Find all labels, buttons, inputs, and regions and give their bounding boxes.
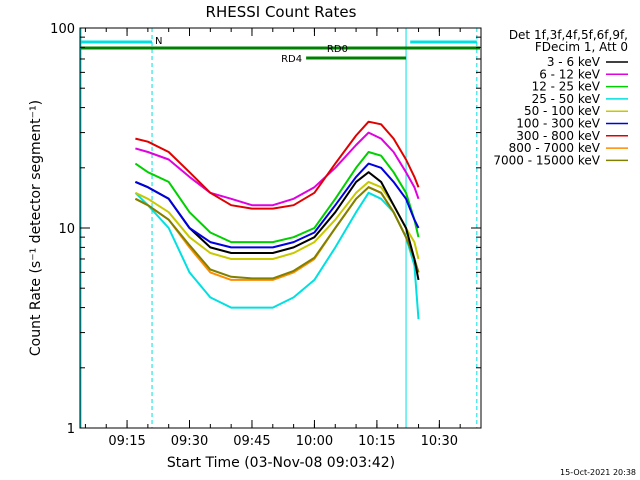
x-axis-label: Start Time (03-Nov-08 09:03:42): [167, 455, 395, 471]
footer-timestamp: 15-Oct-2021 20:38: [560, 468, 636, 477]
series-line-8: [134, 186, 420, 280]
legend-label-3: 25 - 50 keV: [532, 92, 601, 106]
axes: 09:15 09:30 09:45 10:00 10:15 10:30 1 10 100: [50, 22, 482, 449]
legend-header-line-2: FDecim 1, Att 0: [535, 40, 628, 54]
x-tick-label-0: 09:15: [108, 434, 145, 449]
legend-label-4: 50 - 100 keV: [524, 104, 601, 118]
legend-label-7: 800 - 7000 keV: [509, 141, 601, 155]
annotation-label-3: RD4: [281, 54, 302, 65]
x-tick-label-4: 10:15: [358, 434, 395, 449]
x-tick-label-1: 09:30: [171, 434, 208, 449]
series-line-6: [135, 120, 420, 210]
series-line-1: [135, 131, 420, 207]
annotation-label-2: RD0: [327, 44, 348, 55]
legend-label-5: 100 - 300 keV: [516, 117, 600, 131]
y-tick-label-2: 100: [50, 22, 75, 37]
legend-label-6: 300 - 800 keV: [516, 129, 600, 143]
legend-label-8: 7000 - 15000 keV: [493, 153, 600, 167]
x-tick-label-5: 10:30: [421, 434, 458, 449]
series-line-2: [134, 151, 420, 244]
series-line-5: [135, 162, 420, 249]
annotation-label-0: N: [155, 36, 162, 47]
plot-area: N RD0 RD4: [80, 28, 480, 428]
y-axis-label: Count Rate (s⁻¹ detector segment⁻¹): [28, 100, 44, 356]
x-tick-label-2: 09:45: [233, 434, 270, 449]
y-tick-label-1: 10: [58, 222, 75, 237]
y-tick-label-0: 1: [67, 422, 75, 437]
legend-header-line-1: Det 1f,3f,4f,5f,6f,9f,: [509, 28, 628, 42]
legend-label-0: 3 - 6 keV: [547, 55, 601, 69]
chart-title: RHESSI Count Rates: [206, 3, 357, 21]
legend-label-1: 6 - 12 keV: [539, 67, 601, 81]
x-tick-label-3: 10:00: [296, 434, 333, 449]
legend-label-2: 12 - 25 keV: [532, 80, 601, 94]
legend: Det 1f,3f,4f,5f,6f,9f, FDecim 1, Att 0 3…: [493, 28, 628, 167]
